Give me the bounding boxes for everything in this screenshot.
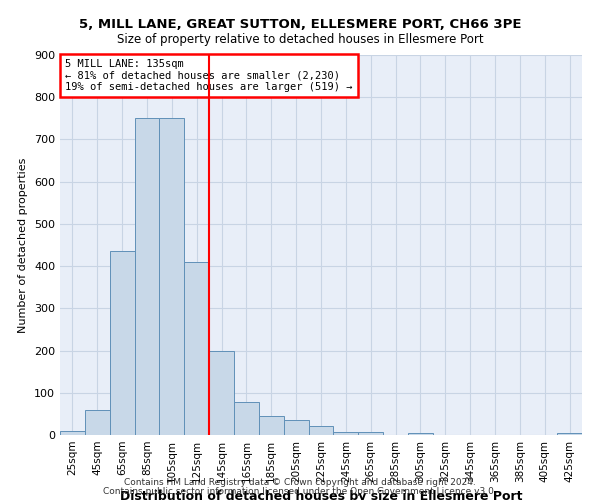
Bar xyxy=(209,352,234,435)
Bar xyxy=(134,118,160,435)
Bar xyxy=(234,402,259,435)
Bar xyxy=(60,431,85,435)
Bar xyxy=(160,118,184,435)
Text: 5, MILL LANE, GREAT SUTTON, ELLESMERE PORT, CH66 3PE: 5, MILL LANE, GREAT SUTTON, ELLESMERE PO… xyxy=(79,18,521,30)
Bar xyxy=(259,416,284,435)
Text: Contains HM Land Registry data © Crown copyright and database right 2024.: Contains HM Land Registry data © Crown c… xyxy=(124,478,476,487)
Bar xyxy=(358,432,383,435)
Text: Size of property relative to detached houses in Ellesmere Port: Size of property relative to detached ho… xyxy=(116,32,484,46)
Bar xyxy=(184,262,209,435)
Bar xyxy=(334,432,358,435)
Bar xyxy=(85,410,110,435)
Bar xyxy=(284,420,308,435)
Bar xyxy=(557,433,582,435)
Bar xyxy=(408,433,433,435)
Bar xyxy=(110,252,134,435)
X-axis label: Distribution of detached houses by size in Ellesmere Port: Distribution of detached houses by size … xyxy=(120,490,522,500)
Y-axis label: Number of detached properties: Number of detached properties xyxy=(19,158,28,332)
Bar xyxy=(308,426,334,435)
Text: 5 MILL LANE: 135sqm
← 81% of detached houses are smaller (2,230)
19% of semi-det: 5 MILL LANE: 135sqm ← 81% of detached ho… xyxy=(65,59,353,92)
Text: Contains public sector information licensed under the Open Government Licence v3: Contains public sector information licen… xyxy=(103,487,497,496)
